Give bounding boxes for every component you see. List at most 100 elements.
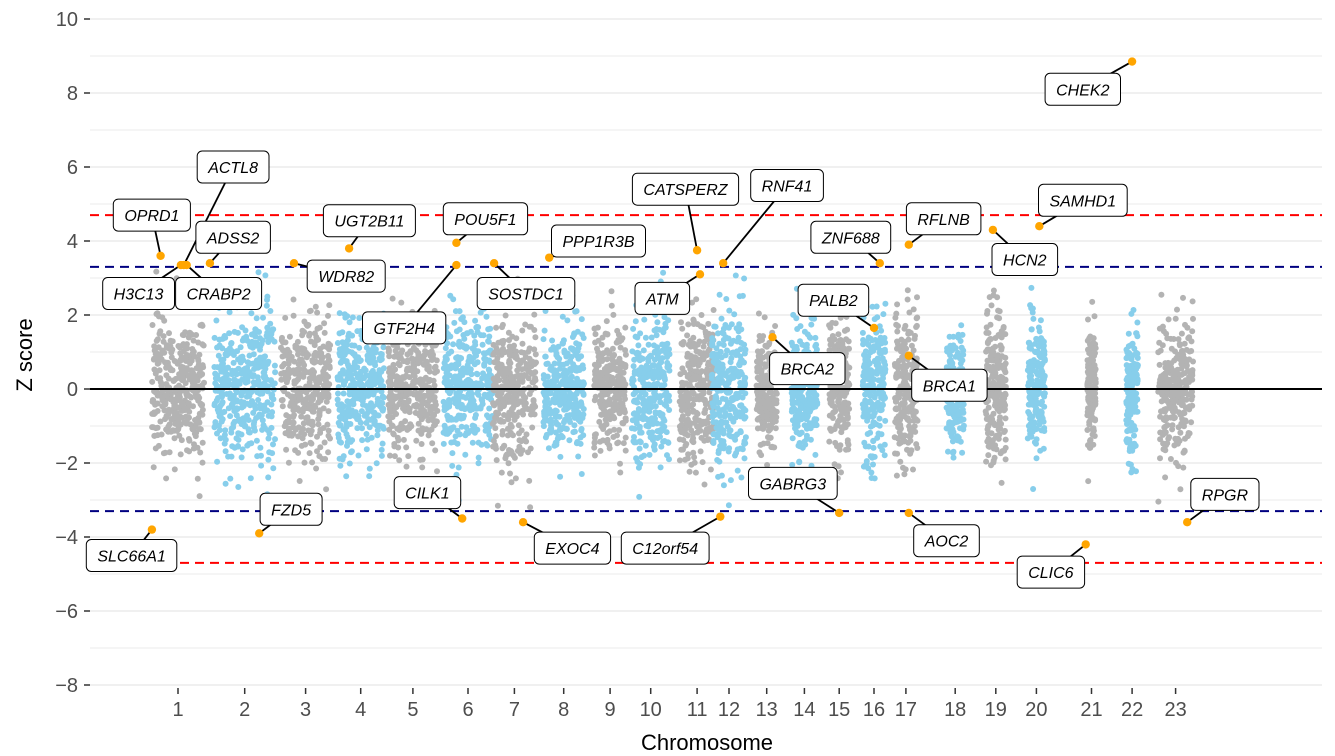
data-point — [681, 404, 688, 411]
data-point — [250, 351, 257, 358]
data-point — [176, 432, 183, 439]
data-point — [389, 295, 396, 302]
data-point — [495, 339, 502, 346]
data-point — [402, 381, 409, 388]
data-point — [483, 381, 490, 388]
data-point — [710, 307, 717, 313]
data-point — [521, 397, 528, 403]
data-point — [510, 398, 517, 405]
data-point — [182, 380, 189, 387]
data-point — [615, 392, 621, 399]
data-point — [371, 359, 378, 366]
data-point — [378, 452, 385, 459]
data-point — [156, 330, 163, 337]
data-point — [290, 401, 297, 408]
data-point — [642, 334, 649, 341]
data-point — [407, 367, 414, 374]
data-point — [755, 310, 762, 317]
data-point — [327, 342, 334, 349]
data-point — [162, 416, 168, 423]
data-point — [335, 401, 342, 408]
data-point — [262, 406, 269, 413]
data-point — [661, 381, 668, 388]
data-point — [613, 403, 620, 410]
data-point — [324, 373, 331, 380]
data-point — [754, 396, 761, 403]
data-point — [635, 342, 642, 349]
data-point — [403, 463, 410, 470]
data-point — [629, 380, 636, 387]
data-point — [726, 427, 733, 434]
data-point — [322, 456, 329, 462]
data-point — [603, 318, 610, 325]
data-point — [431, 382, 438, 389]
data-point — [553, 389, 560, 396]
data-point — [268, 377, 274, 384]
data-point — [251, 340, 258, 346]
data-point — [741, 275, 748, 282]
data-point — [702, 401, 709, 408]
data-point — [678, 429, 685, 436]
data-point — [655, 349, 662, 356]
data-point — [306, 450, 313, 457]
data-point — [531, 376, 538, 383]
data-point — [717, 348, 724, 355]
data-point — [707, 466, 714, 473]
data-point — [301, 346, 308, 353]
data-point — [557, 473, 564, 480]
data-point — [599, 379, 606, 386]
data-point — [501, 373, 507, 380]
data-point — [692, 469, 699, 476]
data-point — [232, 381, 239, 388]
data-point — [315, 416, 322, 423]
data-point — [503, 452, 510, 459]
data-point — [636, 445, 643, 452]
data-point — [519, 390, 526, 397]
data-point — [421, 352, 428, 359]
data-point — [630, 363, 637, 370]
data-point — [303, 389, 310, 396]
data-point — [278, 376, 285, 383]
data-point — [718, 472, 725, 479]
data-point — [510, 393, 516, 400]
data-point — [514, 367, 521, 374]
data-point — [196, 394, 203, 401]
data-point — [646, 371, 653, 378]
data-point — [797, 405, 804, 412]
data-point — [613, 339, 620, 346]
data-point — [657, 428, 664, 435]
data-point — [357, 419, 364, 426]
data-point — [592, 393, 599, 400]
data-point — [718, 372, 725, 379]
data-point — [451, 439, 458, 445]
data-point — [405, 397, 412, 404]
data-point — [177, 374, 184, 381]
data-point — [676, 457, 683, 464]
data-point — [356, 344, 363, 351]
data-point — [255, 269, 262, 276]
data-point — [543, 394, 549, 401]
data-point — [648, 334, 655, 341]
data-point — [282, 421, 289, 428]
data-point — [702, 328, 709, 335]
data-point — [719, 361, 726, 368]
data-point — [253, 437, 260, 444]
data-point — [803, 341, 810, 348]
data-point — [868, 469, 875, 476]
data-point — [545, 381, 552, 388]
data-point — [880, 372, 886, 378]
data-point — [566, 400, 573, 407]
data-point — [711, 323, 718, 330]
data-point — [645, 365, 652, 372]
data-point — [580, 335, 587, 341]
data-point — [244, 337, 251, 344]
data-point — [231, 444, 238, 451]
data-point — [265, 474, 272, 481]
data-point — [845, 338, 852, 345]
data-point — [561, 419, 567, 426]
data-point — [841, 327, 848, 334]
data-point — [231, 376, 238, 383]
data-point — [725, 448, 732, 455]
data-point — [611, 426, 618, 433]
data-point — [547, 416, 554, 423]
